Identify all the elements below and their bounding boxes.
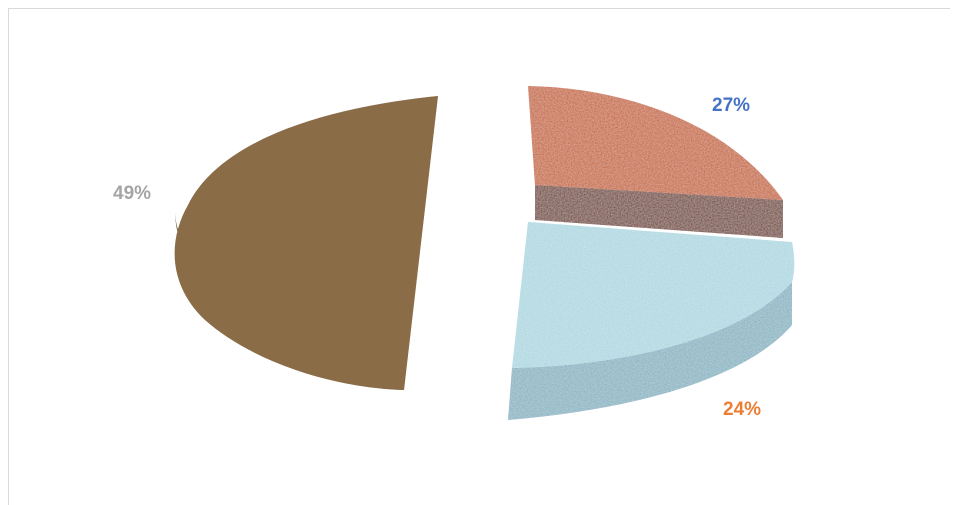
data-label-27: 27% bbox=[712, 95, 750, 116]
data-label-49: 49% bbox=[113, 183, 151, 204]
slice-24-face bbox=[512, 222, 795, 368]
slice-24 bbox=[508, 222, 795, 420]
chart-area bbox=[8, 8, 950, 505]
slice-27 bbox=[528, 86, 783, 238]
slice-49 bbox=[174, 96, 438, 390]
slice-49-face bbox=[174, 96, 438, 390]
data-label-24: 24% bbox=[723, 399, 761, 420]
slice-27-face bbox=[528, 86, 783, 200]
slice-24-side bbox=[508, 282, 792, 420]
slice-27-side bbox=[535, 185, 783, 238]
